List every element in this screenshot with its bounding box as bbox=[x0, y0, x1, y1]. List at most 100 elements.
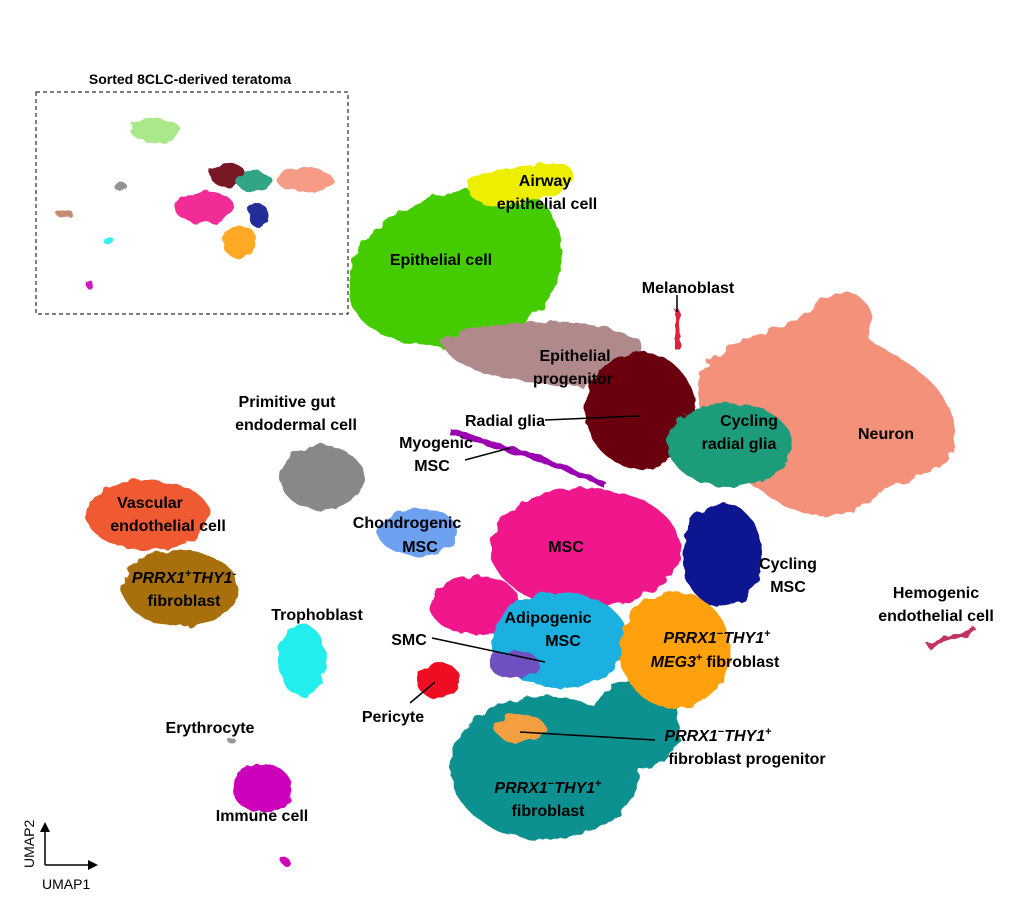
cluster-primitive-gut bbox=[280, 446, 364, 510]
label-text: Epithelial bbox=[539, 348, 610, 365]
cluster-label: fibroblast progenitor bbox=[668, 751, 825, 768]
label-superscript: - bbox=[233, 568, 237, 580]
cluster-label: PRRX1−THY1+ bbox=[663, 628, 770, 647]
label-text: MSC bbox=[545, 633, 581, 650]
axis-x-label: UMAP1 bbox=[42, 876, 90, 892]
cluster-prrx1-thy1neg bbox=[122, 550, 238, 626]
cluster-label: MSC bbox=[770, 579, 806, 596]
label-superscript: + bbox=[764, 628, 770, 640]
cluster-label: Radial glia bbox=[465, 413, 545, 430]
label-text: Myogenic bbox=[399, 435, 473, 452]
label-text: Airway bbox=[519, 173, 572, 190]
label-text: Chondrogenic bbox=[353, 515, 462, 532]
label-text: epithelial cell bbox=[497, 196, 597, 213]
cluster-label: Myogenic bbox=[399, 435, 473, 452]
label-text: MEG3 bbox=[651, 654, 696, 671]
label-text: endothelial cell bbox=[110, 518, 226, 535]
label-text: MSC bbox=[770, 579, 806, 596]
cluster-chondrogenic bbox=[378, 508, 458, 556]
cluster-label: MSC bbox=[414, 458, 450, 475]
label-text: Cycling bbox=[720, 413, 778, 430]
clusters bbox=[86, 162, 977, 866]
cluster-erythrocyte bbox=[228, 738, 236, 744]
label-text: Cycling bbox=[759, 556, 817, 573]
cluster-vascular bbox=[86, 480, 210, 550]
label-text: fibroblast progenitor bbox=[668, 751, 825, 768]
cluster-label: PRRX1+THY1- bbox=[132, 568, 237, 587]
label-text: Melanoblast bbox=[642, 280, 735, 297]
cluster-label: PRRX1−THY1+ bbox=[494, 778, 601, 797]
cluster-msc bbox=[490, 488, 680, 608]
cluster-label: endodermal cell bbox=[235, 417, 357, 434]
label-text: Epithelial cell bbox=[390, 252, 492, 269]
label-superscript: + bbox=[696, 652, 702, 664]
inset-radial bbox=[210, 163, 246, 187]
label-text: Adipogenic bbox=[504, 610, 591, 627]
label-superscript: + bbox=[185, 568, 191, 580]
label-text: Radial glia bbox=[465, 413, 545, 430]
axis-x-head bbox=[88, 860, 98, 870]
cluster-label: Airway bbox=[519, 173, 572, 190]
leader-myogenic bbox=[464, 447, 511, 461]
inset-neuron bbox=[277, 168, 333, 192]
inset-msc bbox=[175, 192, 235, 224]
cluster-label: fibroblast bbox=[148, 593, 222, 610]
label-text: THY1 bbox=[554, 780, 595, 797]
label-text: THY1 bbox=[192, 570, 233, 587]
cluster-myogenic bbox=[449, 429, 607, 488]
leader-progenitor bbox=[519, 731, 656, 741]
cluster-label: Melanoblast bbox=[642, 280, 735, 297]
cluster-label: Primitive gut bbox=[239, 394, 337, 411]
label-text: Pericyte bbox=[362, 709, 424, 726]
label-text: PRRX1 bbox=[132, 570, 185, 587]
cluster-immune bbox=[232, 764, 292, 812]
label-text: PRRX1 bbox=[494, 780, 547, 797]
cluster-epithelial-progenitor bbox=[440, 321, 642, 386]
cluster-label: endothelial cell bbox=[878, 608, 994, 625]
axis-y-head bbox=[40, 822, 50, 832]
label-text: endodermal cell bbox=[235, 417, 357, 434]
label-text: PRRX1 bbox=[663, 630, 716, 647]
inset bbox=[35, 91, 349, 315]
cluster-label: MSC bbox=[545, 633, 581, 650]
cluster-melanoblast bbox=[675, 310, 680, 350]
cluster-label: radial glia bbox=[702, 436, 777, 453]
cluster-label: Adipogenic bbox=[504, 610, 591, 627]
cluster-label: MSC bbox=[402, 539, 438, 556]
label-text: Immune cell bbox=[216, 808, 308, 825]
cluster-label: SMC bbox=[391, 632, 427, 649]
leader-pericyte bbox=[409, 681, 436, 704]
inset-clusters bbox=[57, 118, 333, 289]
cluster-msc-b bbox=[430, 575, 520, 635]
umap-axes: UMAP2 UMAP1 bbox=[21, 820, 98, 892]
label-text: MSC bbox=[414, 458, 450, 475]
label-text: SMC bbox=[391, 632, 427, 649]
label-text: fibroblast bbox=[148, 593, 222, 610]
inset-frame bbox=[35, 91, 349, 315]
label-superscript: + bbox=[765, 726, 771, 738]
cluster-label: Epithelial bbox=[539, 348, 610, 365]
cluster-labels: Airway epithelial cell Epithelial cell Mela… bbox=[110, 173, 994, 825]
label-text: fibroblast bbox=[512, 803, 586, 820]
label-text: radial glia bbox=[702, 436, 777, 453]
cluster-trophoblast bbox=[278, 624, 326, 696]
label-text: Trophoblast bbox=[271, 607, 363, 624]
inset-cmsc bbox=[248, 203, 268, 227]
label-text: Hemogenic bbox=[893, 585, 979, 602]
cluster-label: Chondrogenic bbox=[353, 515, 462, 532]
label-text: Erythrocyte bbox=[166, 720, 255, 737]
label-superscript: − bbox=[548, 778, 554, 790]
inset-magenta bbox=[86, 281, 94, 289]
inset-title: Sorted 8CLC-derived teratoma bbox=[89, 71, 291, 87]
cluster-label: Trophoblast bbox=[271, 607, 363, 624]
inset-gray bbox=[114, 181, 126, 191]
cluster-label: Epithelial cell bbox=[390, 252, 492, 269]
inset-epithelial bbox=[130, 118, 180, 142]
label-text: MSC bbox=[548, 539, 584, 556]
leader-radial-glia bbox=[544, 415, 641, 421]
cluster-label: Hemogenic bbox=[893, 585, 979, 602]
label-text: fibroblast bbox=[706, 654, 780, 671]
label-text: Vascular bbox=[117, 495, 183, 512]
